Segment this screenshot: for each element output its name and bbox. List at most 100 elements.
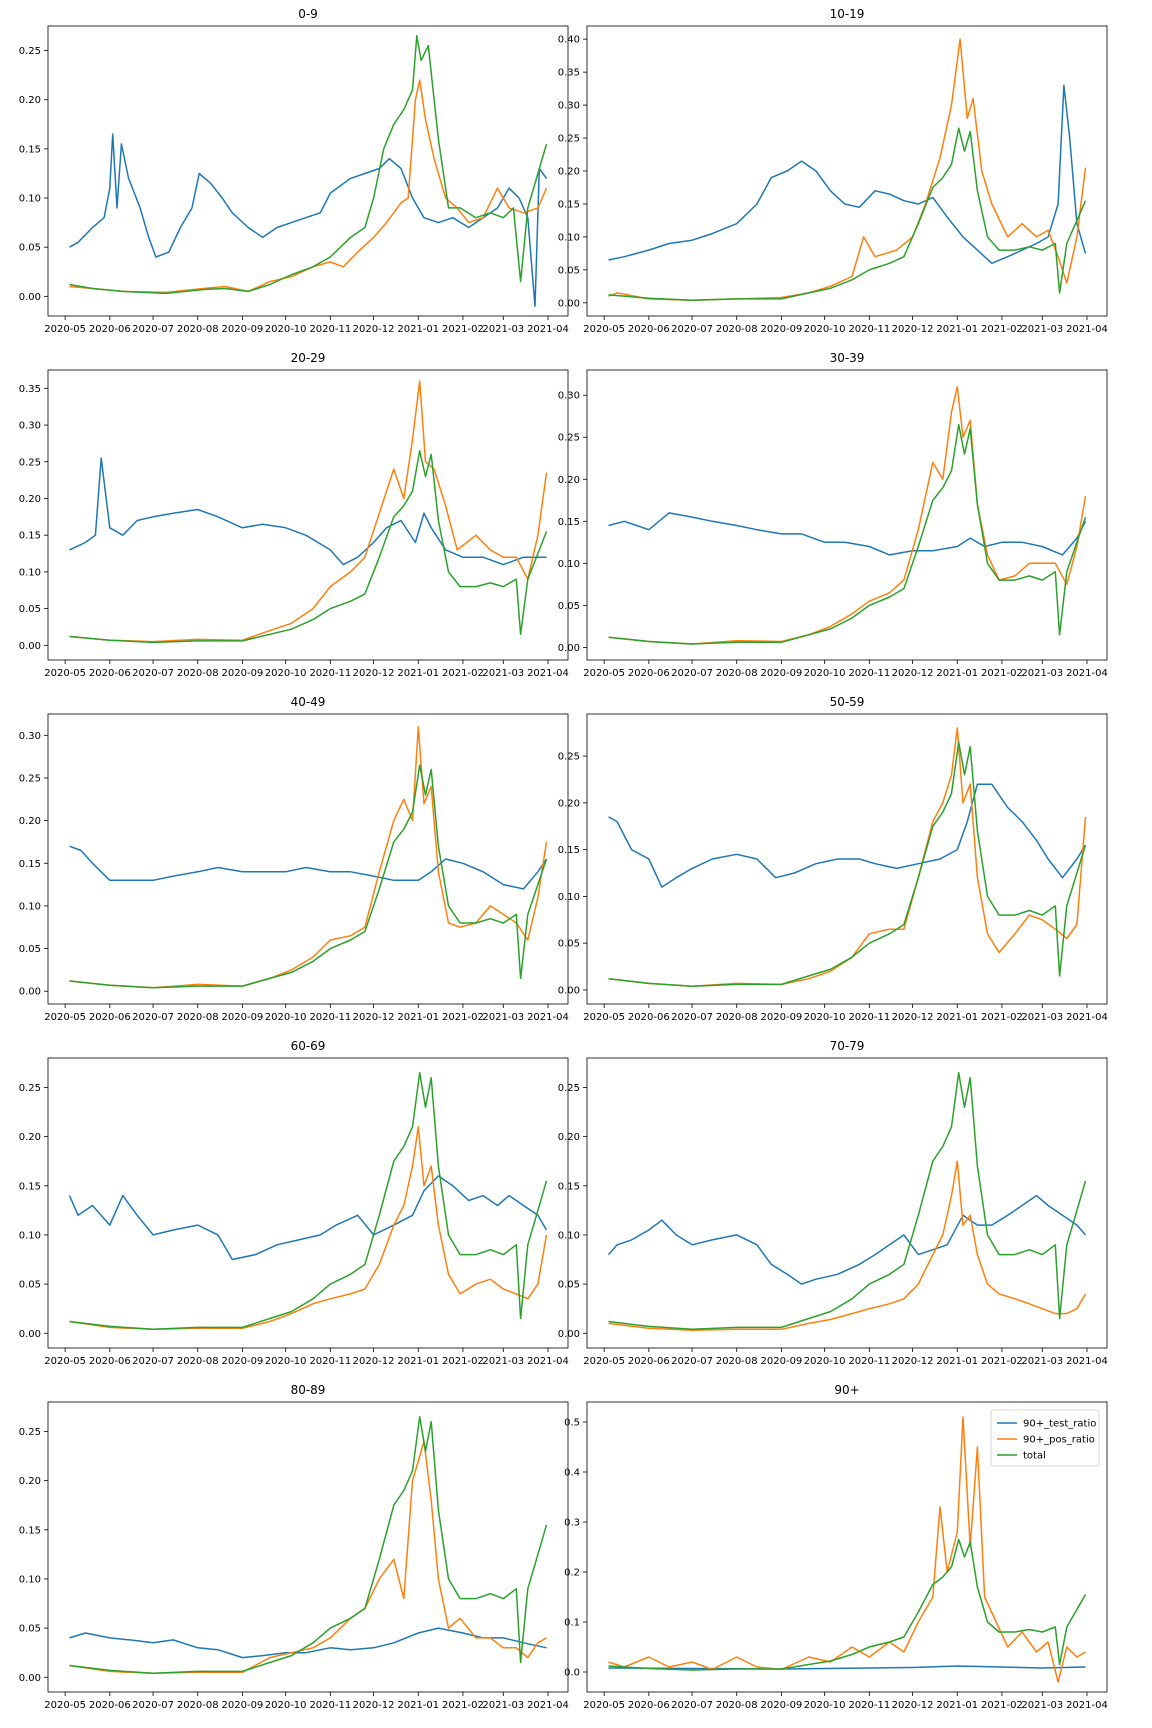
- x-tick-label: 2020-09: [761, 668, 803, 679]
- series-line: [608, 1160, 1087, 1332]
- x-tick-label: 2021-01: [936, 668, 978, 679]
- x-tick-label: 2020-06: [89, 1700, 131, 1711]
- x-tick-label: 2020-11: [848, 1356, 890, 1367]
- panel-title: 60-69: [291, 1039, 326, 1053]
- x-tick-label: 2020-05: [44, 324, 86, 335]
- x-tick-label: 2020-08: [716, 668, 758, 679]
- series-line: [608, 1538, 1087, 1671]
- panel-title: 0-9: [298, 7, 318, 21]
- x-tick-label: 2020-12: [892, 1700, 934, 1711]
- y-tick-label: 0.00: [558, 985, 580, 996]
- plot-frame: [586, 369, 1108, 661]
- x-tick-label: 2021-01: [936, 324, 978, 335]
- x-tick-label: 2020-12: [892, 1012, 934, 1023]
- x-tick-label: 2020-11: [309, 1012, 351, 1023]
- x-tick-label: 2020-08: [177, 1012, 219, 1023]
- plot-frame: [586, 25, 1108, 317]
- series-line: [69, 845, 548, 890]
- x-tick-label: 2021-04: [527, 668, 569, 679]
- x-tick-label: 2020-08: [177, 668, 219, 679]
- series-line: [69, 1440, 547, 1675]
- chart-panel: 40-49 0.00 0.05 0.10 0.15 0.20 0.25 0.30 2020-05…: [19, 695, 569, 1023]
- x-tick-label: 2021-01: [397, 1356, 439, 1367]
- x-tick-label: 2021-04: [1066, 668, 1108, 679]
- x-tick-label: 2020-10: [265, 1700, 307, 1711]
- x-tick-label: 2021-03: [1021, 324, 1063, 335]
- x-tick-label: 2020-05: [583, 1700, 625, 1711]
- y-tick-label: 0.05: [19, 1280, 41, 1291]
- panel-title: 10-19: [830, 7, 865, 21]
- x-tick-label: 2020-07: [671, 668, 713, 679]
- x-tick-label: 2021-04: [1066, 1356, 1108, 1367]
- x-tick-label: 2020-10: [804, 1700, 846, 1711]
- y-tick-label: 0.30: [558, 101, 580, 112]
- x-tick-label: 2020-11: [309, 1700, 351, 1711]
- x-tick-label: 2020-12: [892, 1356, 934, 1367]
- x-tick-label: 2020-10: [804, 1356, 846, 1367]
- y-tick-label: 0.00: [558, 1329, 580, 1340]
- y-tick-label: 0.00: [558, 298, 580, 309]
- y-tick-label: 0.25: [558, 134, 580, 145]
- y-tick-label: 0.10: [558, 232, 580, 243]
- x-tick-label: 2021-01: [936, 1356, 978, 1367]
- series-line: [68, 1175, 548, 1261]
- x-tick-label: 2020-11: [848, 1012, 890, 1023]
- series-line: [608, 127, 1087, 301]
- series-line: [608, 1416, 1086, 1683]
- x-tick-label: 2020-08: [716, 1356, 758, 1367]
- x-tick-label: 2021-02: [442, 324, 484, 335]
- y-tick-label: 0.25: [19, 1083, 41, 1094]
- series-line: [69, 380, 548, 643]
- series-line: [69, 764, 548, 989]
- y-tick-label: 0.00: [558, 643, 580, 654]
- x-tick-label: 2020-12: [353, 324, 395, 335]
- x-tick-label: 2021-02: [981, 1012, 1023, 1023]
- x-tick-label: 2020-10: [265, 1012, 307, 1023]
- x-tick-label: 2020-06: [89, 1012, 131, 1023]
- x-tick-label: 2020-09: [222, 668, 264, 679]
- x-tick-label: 2020-09: [222, 1356, 264, 1367]
- y-tick-label: 0.35: [19, 384, 41, 395]
- x-tick-label: 2020-11: [309, 1356, 351, 1367]
- x-tick-label: 2021-03: [482, 1700, 524, 1711]
- x-tick-label: 2020-08: [716, 1012, 758, 1023]
- x-tick-label: 2021-03: [482, 324, 524, 335]
- legend-label: total: [1023, 1451, 1046, 1462]
- plot-frame: [586, 1057, 1108, 1349]
- x-tick-label: 2020-05: [44, 668, 86, 679]
- y-tick-label: 0.20: [19, 494, 41, 505]
- y-tick-label: 0.30: [558, 391, 580, 402]
- x-tick-label: 2021-01: [397, 668, 439, 679]
- x-tick-label: 2020-12: [353, 1356, 395, 1367]
- y-tick-label: 0.10: [558, 1230, 580, 1241]
- y-tick-label: 0.15: [558, 845, 580, 856]
- y-tick-label: 0.15: [558, 517, 580, 528]
- x-tick-label: 2021-03: [482, 1356, 524, 1367]
- series-line: [607, 1194, 1087, 1285]
- x-tick-label: 2021-03: [1021, 668, 1063, 679]
- x-tick-label: 2021-03: [482, 668, 524, 679]
- y-tick-label: 0.10: [19, 901, 41, 912]
- x-tick-label: 2020-11: [848, 668, 890, 679]
- y-tick-label: 0.25: [19, 1427, 41, 1438]
- y-tick-label: 0.4: [564, 1468, 580, 1479]
- x-tick-label: 2021-01: [936, 1012, 978, 1023]
- y-tick-label: 0.25: [558, 433, 580, 444]
- x-tick-label: 2020-07: [132, 1012, 174, 1023]
- y-tick-label: 0.15: [19, 531, 41, 542]
- x-tick-label: 2021-02: [981, 1356, 1023, 1367]
- x-tick-label: 2020-05: [583, 668, 625, 679]
- y-tick-label: 0.10: [19, 567, 41, 578]
- series-line: [69, 1627, 547, 1659]
- panel-title: 70-79: [830, 1039, 865, 1053]
- y-tick-label: 0.10: [558, 892, 580, 903]
- series-line: [69, 79, 548, 294]
- y-tick-label: 0.15: [558, 199, 580, 210]
- x-tick-label: 2020-06: [628, 1700, 670, 1711]
- x-tick-label: 2021-03: [1021, 1012, 1063, 1023]
- x-tick-label: 2020-10: [804, 668, 846, 679]
- x-tick-label: 2020-12: [892, 324, 934, 335]
- series-line: [608, 512, 1087, 556]
- y-tick-label: 0.20: [558, 1132, 580, 1143]
